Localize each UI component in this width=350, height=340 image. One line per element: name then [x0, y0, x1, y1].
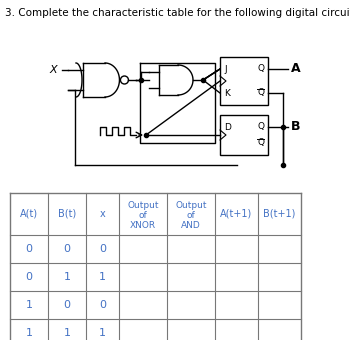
Text: 3. Complete the characteristic table for the following digital circuit. (15 poin: 3. Complete the characteristic table for…	[5, 8, 350, 18]
Text: B(t): B(t)	[58, 209, 76, 219]
Text: 1: 1	[26, 300, 33, 310]
Text: Output: Output	[127, 201, 159, 210]
Text: D: D	[224, 122, 231, 132]
Text: x: x	[100, 209, 105, 219]
Bar	[220, 115, 268, 155]
Text: 1: 1	[63, 272, 70, 282]
Text: 0: 0	[99, 244, 106, 254]
Text: X: X	[49, 65, 57, 75]
Text: J: J	[224, 65, 227, 73]
Text: Q: Q	[257, 65, 264, 73]
Text: 0: 0	[26, 272, 33, 282]
Text: A(t+1): A(t+1)	[220, 209, 253, 219]
Text: 0: 0	[99, 300, 106, 310]
Text: 0: 0	[63, 300, 70, 310]
Text: B(t+1): B(t+1)	[263, 209, 296, 219]
Text: 1: 1	[99, 272, 106, 282]
Text: 1: 1	[63, 328, 70, 338]
Text: Q: Q	[257, 138, 264, 148]
Bar	[220, 57, 268, 105]
Text: 1: 1	[26, 328, 33, 338]
Text: Output: Output	[175, 201, 207, 210]
Text: K: K	[224, 88, 230, 98]
Text: XNOR: XNOR	[130, 221, 156, 230]
Text: A(t): A(t)	[20, 209, 38, 219]
Text: A: A	[291, 63, 301, 75]
Text: of: of	[187, 211, 195, 220]
Text: AND: AND	[181, 221, 201, 230]
Text: of: of	[139, 211, 147, 220]
Text: 0: 0	[63, 244, 70, 254]
Text: 1: 1	[99, 328, 106, 338]
Text: Q: Q	[257, 88, 264, 98]
Text: Q: Q	[257, 122, 264, 132]
Text: B: B	[291, 120, 301, 134]
Text: 0: 0	[26, 244, 33, 254]
